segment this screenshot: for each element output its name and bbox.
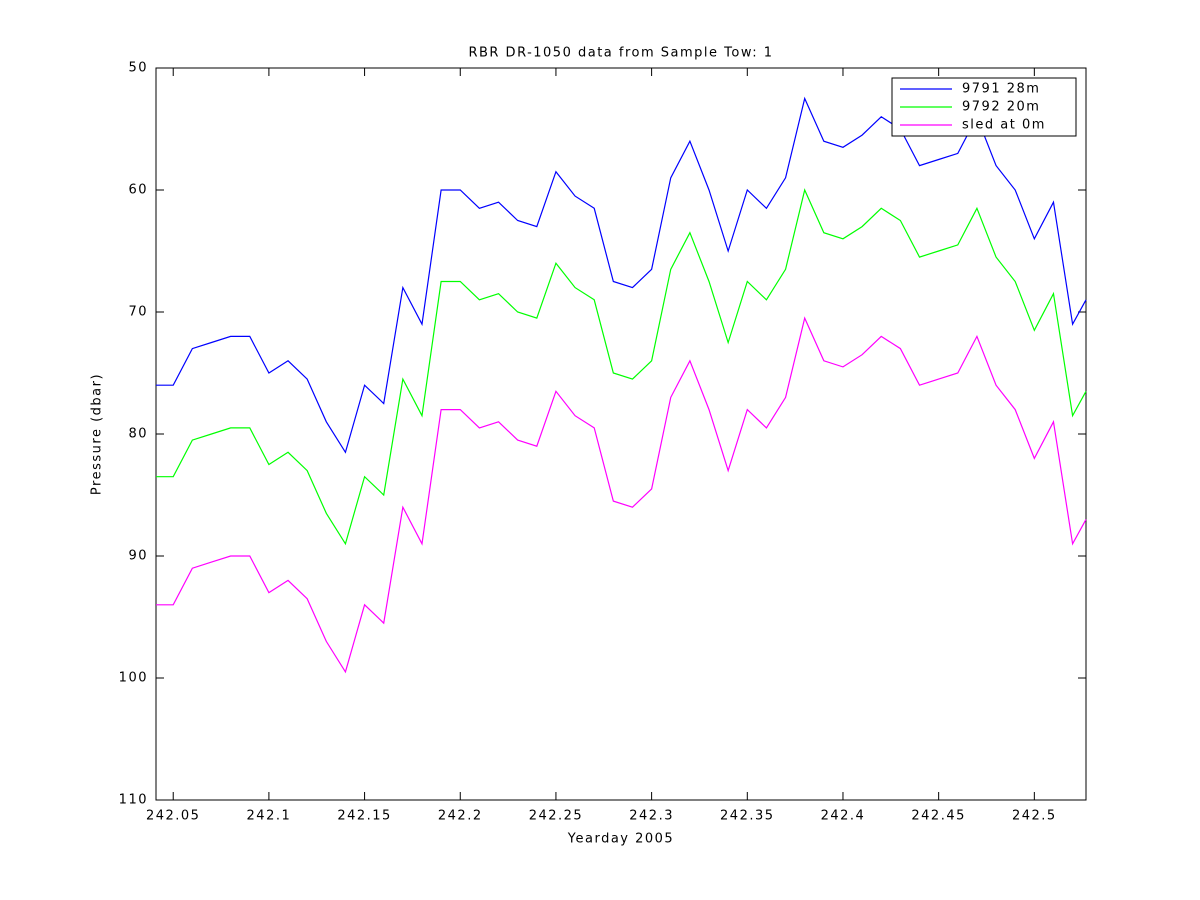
x-tick-label: 242.25 xyxy=(529,809,584,824)
y-tick-label: 90 xyxy=(128,549,148,564)
legend-label: 9791 28m xyxy=(962,82,1040,97)
x-tick-label: 242.2 xyxy=(438,809,483,824)
chart-title: RBR DR-1050 data from Sample Tow: 1 xyxy=(468,46,773,61)
y-axis-label: Pressure (dbar) xyxy=(90,373,105,495)
x-tick-label: 242.1 xyxy=(247,809,292,824)
legend-label: 9792 20m xyxy=(962,100,1040,115)
y-tick-label: 70 xyxy=(128,305,148,320)
data-line xyxy=(156,316,1087,674)
y-tick-label: 60 xyxy=(128,183,148,198)
x-tick-label: 242.15 xyxy=(337,809,392,824)
y-tick-label: 100 xyxy=(119,671,148,686)
x-tick-label: 242.05 xyxy=(146,809,201,824)
x-tick-label: 242.4 xyxy=(821,809,866,824)
x-tick-label: 242.35 xyxy=(720,809,775,824)
x-tick-label: 242.45 xyxy=(911,809,966,824)
data-line xyxy=(156,188,1087,546)
x-axis-label: Yearday 2005 xyxy=(567,832,674,847)
data-line xyxy=(156,96,1087,454)
legend-label: sled at 0m xyxy=(962,118,1046,133)
y-tick-label: 50 xyxy=(128,61,148,76)
y-tick-label: 80 xyxy=(128,427,148,442)
x-tick-label: 242.3 xyxy=(629,809,674,824)
y-tick-label: 110 xyxy=(119,793,148,808)
x-tick-label: 242.5 xyxy=(1012,809,1057,824)
